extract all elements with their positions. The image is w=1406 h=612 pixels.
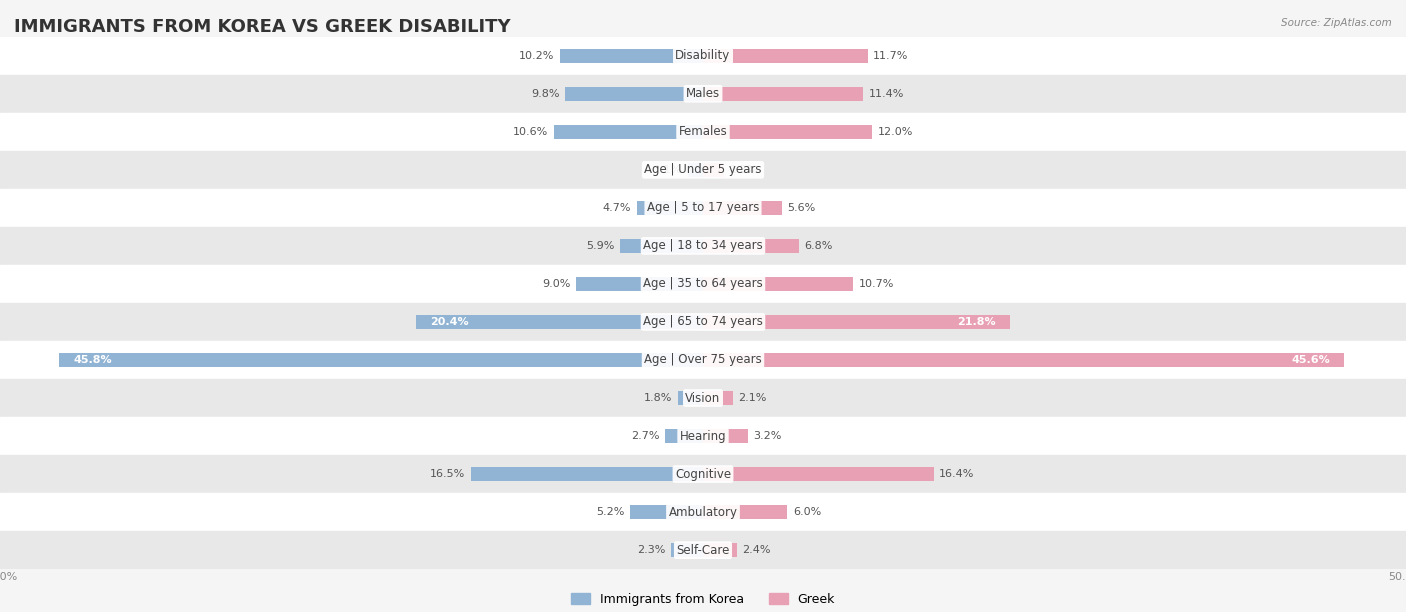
- Text: 16.5%: 16.5%: [430, 469, 465, 479]
- Text: 2.4%: 2.4%: [742, 545, 770, 555]
- Text: Age | 65 to 74 years: Age | 65 to 74 years: [643, 315, 763, 329]
- Text: Age | 5 to 17 years: Age | 5 to 17 years: [647, 201, 759, 214]
- Text: 1.5%: 1.5%: [730, 165, 758, 175]
- Bar: [703, 277, 853, 291]
- Bar: [560, 48, 703, 63]
- Bar: [703, 391, 733, 405]
- Bar: [671, 543, 703, 558]
- Bar: [703, 163, 724, 177]
- Text: 5.9%: 5.9%: [586, 241, 614, 251]
- Bar: [703, 505, 787, 520]
- Bar: [678, 391, 703, 405]
- Bar: [665, 429, 703, 443]
- Text: 5.6%: 5.6%: [787, 203, 815, 213]
- Bar: [416, 315, 703, 329]
- Text: 12.0%: 12.0%: [877, 127, 912, 137]
- Text: Hearing: Hearing: [679, 430, 727, 442]
- Text: Age | 35 to 64 years: Age | 35 to 64 years: [643, 277, 763, 291]
- Text: 9.0%: 9.0%: [543, 279, 571, 289]
- Text: 10.6%: 10.6%: [513, 127, 548, 137]
- Bar: [0, 493, 1406, 531]
- Text: Males: Males: [686, 88, 720, 100]
- Bar: [471, 467, 703, 481]
- Bar: [576, 277, 703, 291]
- Bar: [0, 37, 1406, 75]
- Bar: [0, 151, 1406, 189]
- Text: Self-Care: Self-Care: [676, 543, 730, 557]
- Bar: [0, 189, 1406, 227]
- Text: 2.1%: 2.1%: [738, 393, 766, 403]
- Text: 4.7%: 4.7%: [603, 203, 631, 213]
- Bar: [688, 163, 703, 177]
- Bar: [59, 353, 703, 367]
- Bar: [703, 239, 799, 253]
- Text: 11.4%: 11.4%: [869, 89, 904, 99]
- Text: 10.2%: 10.2%: [519, 51, 554, 61]
- Bar: [0, 417, 1406, 455]
- Bar: [703, 125, 872, 139]
- Text: Females: Females: [679, 125, 727, 138]
- Text: Ambulatory: Ambulatory: [668, 506, 738, 518]
- Text: 6.0%: 6.0%: [793, 507, 821, 517]
- Bar: [565, 86, 703, 101]
- Bar: [554, 125, 703, 139]
- Text: 16.4%: 16.4%: [939, 469, 974, 479]
- Text: Source: ZipAtlas.com: Source: ZipAtlas.com: [1281, 18, 1392, 28]
- Bar: [0, 113, 1406, 151]
- Text: 10.7%: 10.7%: [859, 279, 894, 289]
- Bar: [0, 227, 1406, 265]
- Bar: [630, 505, 703, 520]
- Text: 5.2%: 5.2%: [596, 507, 624, 517]
- Text: 6.8%: 6.8%: [804, 241, 832, 251]
- Text: 3.2%: 3.2%: [754, 431, 782, 441]
- Text: 20.4%: 20.4%: [430, 317, 468, 327]
- Text: Cognitive: Cognitive: [675, 468, 731, 480]
- Bar: [0, 531, 1406, 569]
- Bar: [703, 315, 1010, 329]
- Text: 2.3%: 2.3%: [637, 545, 665, 555]
- Text: Age | Under 5 years: Age | Under 5 years: [644, 163, 762, 176]
- Text: 45.6%: 45.6%: [1291, 355, 1330, 365]
- Bar: [637, 201, 703, 215]
- Text: 9.8%: 9.8%: [531, 89, 560, 99]
- Text: Age | Over 75 years: Age | Over 75 years: [644, 354, 762, 367]
- Text: 45.8%: 45.8%: [73, 355, 111, 365]
- Text: 1.8%: 1.8%: [644, 393, 672, 403]
- Bar: [0, 455, 1406, 493]
- Bar: [0, 341, 1406, 379]
- Bar: [620, 239, 703, 253]
- Bar: [703, 543, 737, 558]
- Bar: [0, 75, 1406, 113]
- Bar: [0, 265, 1406, 303]
- Bar: [703, 467, 934, 481]
- Text: Age | 18 to 34 years: Age | 18 to 34 years: [643, 239, 763, 252]
- Text: Vision: Vision: [685, 392, 721, 405]
- Bar: [0, 303, 1406, 341]
- Bar: [0, 379, 1406, 417]
- Legend: Immigrants from Korea, Greek: Immigrants from Korea, Greek: [567, 588, 839, 611]
- Text: 11.7%: 11.7%: [873, 51, 908, 61]
- Text: IMMIGRANTS FROM KOREA VS GREEK DISABILITY: IMMIGRANTS FROM KOREA VS GREEK DISABILIT…: [14, 18, 510, 36]
- Bar: [703, 201, 782, 215]
- Text: 1.1%: 1.1%: [654, 165, 682, 175]
- Text: 21.8%: 21.8%: [957, 317, 995, 327]
- Text: 2.7%: 2.7%: [631, 431, 659, 441]
- Bar: [703, 86, 863, 101]
- Bar: [703, 353, 1344, 367]
- Bar: [703, 429, 748, 443]
- Bar: [703, 48, 868, 63]
- Text: Disability: Disability: [675, 49, 731, 62]
